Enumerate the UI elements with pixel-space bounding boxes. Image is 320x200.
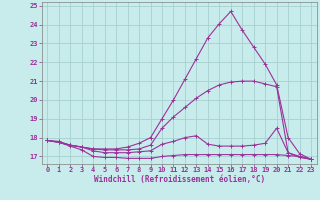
X-axis label: Windchill (Refroidissement éolien,°C): Windchill (Refroidissement éolien,°C) [94,175,265,184]
